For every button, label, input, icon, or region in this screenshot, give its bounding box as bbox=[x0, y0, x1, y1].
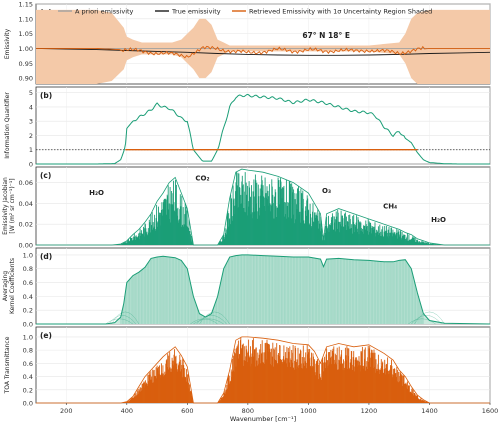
x-tick-label: 800 bbox=[242, 407, 254, 415]
y-tick-label: 1.00 bbox=[19, 45, 33, 53]
spectral-envelope bbox=[36, 336, 490, 404]
y-axis-label: Information Quantifier bbox=[4, 92, 11, 159]
y-tick-label: 1.05 bbox=[19, 30, 33, 38]
kernel-envelope bbox=[36, 254, 491, 325]
panel-e: 0.0 0.2 0.4 0.6 0.8 1.0 (e) TOA Transmittance 20… bbox=[4, 326, 499, 423]
y-axis-label-line: [W (m² sr cm⁻¹)⁻¹] bbox=[9, 178, 16, 233]
y-tick-label: 0 bbox=[29, 161, 33, 169]
kernel-tail bbox=[199, 311, 230, 325]
y-tick-label: 0.4 bbox=[23, 373, 33, 381]
gas-annotation: H₂O bbox=[89, 189, 104, 197]
y-tick-label: 0.95 bbox=[19, 60, 33, 68]
kernel-tail bbox=[108, 315, 137, 325]
y-tick-label: 0.02 bbox=[19, 221, 33, 229]
information-quantifier-line bbox=[36, 93, 490, 165]
y-tick-label: 0.6 bbox=[23, 279, 33, 287]
y-tick-label: 1.15 bbox=[19, 1, 33, 9]
legend-entry: Retrieved Emissivity with 1σ Uncertainty… bbox=[249, 8, 432, 16]
panel-label: (c) bbox=[40, 171, 51, 180]
kernel-tail bbox=[111, 311, 140, 325]
y-axis-label: TOA Transmittance bbox=[4, 336, 11, 394]
legend: A priori emissivity True emissivity Retrie… bbox=[58, 8, 432, 16]
kernel-tail bbox=[414, 311, 445, 325]
y-axis-label: AveragingKernel Coefficients bbox=[2, 258, 16, 314]
y-tick-label: 0.04 bbox=[19, 200, 33, 208]
panel-c: 0.00 0.02 0.04 0.06 (c) Emissivity Jacobian[W… bbox=[2, 166, 491, 250]
gas-annotation: CO₂ bbox=[195, 175, 209, 183]
x-tick-label: 600 bbox=[181, 407, 193, 415]
y-tick-label: 1 bbox=[29, 146, 33, 154]
x-tick-label: 200 bbox=[60, 407, 72, 415]
x-tick-label: 1400 bbox=[421, 407, 438, 415]
y-tick-label: 4 bbox=[29, 103, 33, 111]
y-axis-label-line: Averaging bbox=[2, 271, 9, 301]
y-axis-label-line: Kernel Coefficients bbox=[9, 258, 16, 314]
kernel-tail bbox=[196, 315, 227, 325]
panel-label: (b) bbox=[40, 91, 52, 100]
panel-label: (e) bbox=[40, 331, 52, 340]
x-tick-label: 1200 bbox=[361, 407, 378, 415]
y-tick-label: 0.6 bbox=[23, 360, 33, 368]
y-tick-label: 5 bbox=[29, 89, 33, 97]
panel-label: (d) bbox=[40, 252, 52, 261]
x-tick-label: 1000 bbox=[300, 407, 317, 415]
y-tick-label: 0.06 bbox=[19, 179, 33, 187]
y-tick-label: 1.0 bbox=[23, 333, 33, 341]
x-axis-label: Wavenumber [cm⁻¹] bbox=[230, 415, 296, 423]
kernel-tail bbox=[193, 318, 224, 325]
legend-entry: True emissivity bbox=[171, 8, 221, 16]
series-line bbox=[35, 47, 491, 56]
y-tick-label: 2 bbox=[29, 132, 33, 140]
y-axis-label: Emissivity bbox=[4, 28, 11, 59]
gas-annotation: H₂O bbox=[431, 216, 446, 224]
series-line bbox=[36, 45, 490, 59]
gas-annotation: O₃ bbox=[322, 187, 331, 195]
panel-d: 0.0 0.2 0.4 0.6 0.8 1.0 (d) AveragingKernel Coe… bbox=[2, 247, 491, 329]
y-tick-label: 1.0 bbox=[23, 251, 33, 259]
y-tick-label: 0.00 bbox=[19, 242, 33, 250]
y-axis-label: Emissivity Jacobian[W (m² sr cm⁻¹)⁻¹] bbox=[2, 177, 16, 235]
location-annotation: 67° N 18° E bbox=[302, 31, 350, 40]
uncertainty-band bbox=[36, 9, 490, 84]
y-axis-label-line: Emissivity Jacobian bbox=[2, 177, 9, 235]
y-tick-label: 0.0 bbox=[23, 400, 33, 408]
y-tick-label: 1.10 bbox=[19, 15, 33, 23]
kernel-tail bbox=[408, 318, 436, 325]
panel-frame bbox=[35, 86, 491, 165]
y-tick-label: 0.4 bbox=[23, 293, 33, 301]
y-tick-label: 0.2 bbox=[23, 307, 33, 315]
panel-b: 0 1 2 3 4 5 (b) Information Quantifier bbox=[4, 86, 491, 169]
y-tick-label: 0.8 bbox=[23, 347, 33, 355]
kernel-tail bbox=[190, 318, 218, 325]
spectral-envelope bbox=[36, 168, 490, 246]
y-tick-label: 0.0 bbox=[23, 321, 33, 329]
y-tick-label: 3 bbox=[29, 118, 33, 126]
kernel-tail bbox=[411, 315, 442, 325]
x-tick-label: 1600 bbox=[482, 407, 499, 415]
y-tick-label: 0.90 bbox=[19, 75, 33, 83]
x-tick-label: 400 bbox=[121, 407, 133, 415]
legend-entry: A priori emissivity bbox=[75, 8, 134, 16]
y-tick-label: 0.8 bbox=[23, 265, 33, 273]
gas-annotation: CH₄ bbox=[383, 203, 397, 211]
y-tick-label: 0.2 bbox=[23, 386, 33, 394]
